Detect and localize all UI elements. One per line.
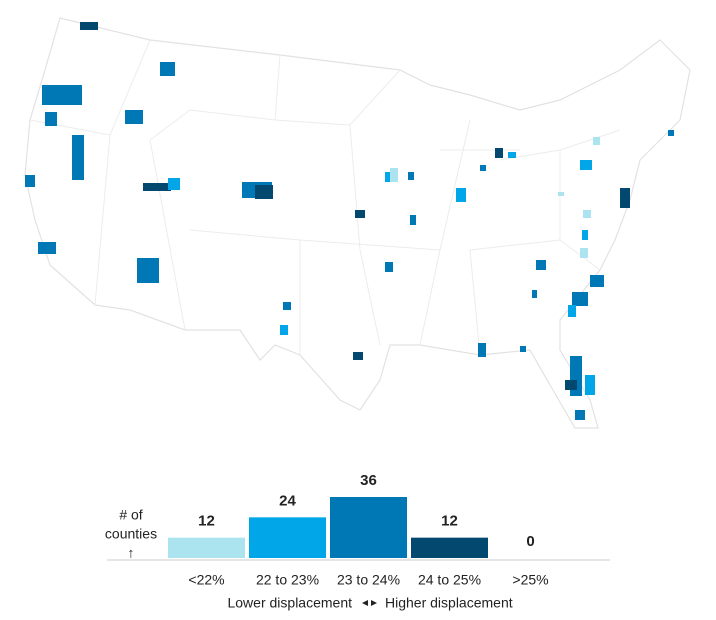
county (385, 262, 393, 272)
county (255, 185, 273, 199)
county (355, 210, 365, 218)
arrow-left (362, 600, 368, 606)
county (168, 178, 180, 190)
value-label: 12 (441, 513, 458, 530)
county (593, 137, 600, 145)
bar (330, 497, 407, 558)
value-label: 12 (198, 513, 215, 530)
bar (168, 537, 245, 558)
county (585, 375, 595, 395)
county (565, 380, 577, 390)
county (42, 85, 82, 105)
county (495, 148, 503, 158)
us-map (24, 17, 691, 429)
value-label: 36 (360, 472, 377, 489)
county (572, 292, 588, 306)
arrow-right (371, 600, 377, 606)
county (25, 175, 35, 187)
county (143, 183, 171, 191)
county (583, 210, 591, 218)
county (536, 260, 546, 270)
x-label-right: Higher displacement (385, 595, 513, 611)
county (478, 343, 486, 357)
y-label: ↑ (128, 545, 135, 561)
value-label: 24 (279, 492, 296, 509)
county (137, 258, 159, 283)
county (80, 22, 98, 30)
county (520, 346, 526, 352)
county (508, 152, 516, 158)
county (280, 325, 288, 335)
bar (411, 537, 488, 558)
county (353, 352, 363, 360)
county (45, 112, 57, 126)
county (575, 410, 585, 420)
county (582, 230, 588, 240)
x-tick-label: 23 to 24% (337, 572, 400, 588)
bar (249, 517, 326, 558)
county (408, 172, 414, 180)
county (620, 188, 630, 208)
county (283, 302, 291, 310)
county (580, 248, 588, 258)
county (568, 305, 576, 317)
county (72, 135, 84, 180)
county (410, 215, 416, 225)
value-label: 0 (526, 533, 534, 550)
state-lines (29, 39, 621, 356)
y-label: counties (105, 526, 157, 542)
county (580, 160, 592, 170)
county (390, 168, 398, 182)
y-label: # of (119, 507, 142, 523)
x-tick-label: <22% (188, 572, 224, 588)
county (668, 130, 674, 136)
county (480, 165, 486, 171)
x-label-left: Lower displacement (227, 595, 352, 611)
county (160, 62, 175, 76)
county (456, 188, 466, 202)
county (532, 290, 537, 298)
county (38, 242, 56, 254)
x-tick-label: 22 to 23% (256, 572, 319, 588)
county (558, 192, 564, 196)
county (125, 110, 143, 124)
x-tick-label: 24 to 25% (418, 572, 481, 588)
county (590, 275, 604, 287)
x-tick-label: >25% (512, 572, 548, 588)
